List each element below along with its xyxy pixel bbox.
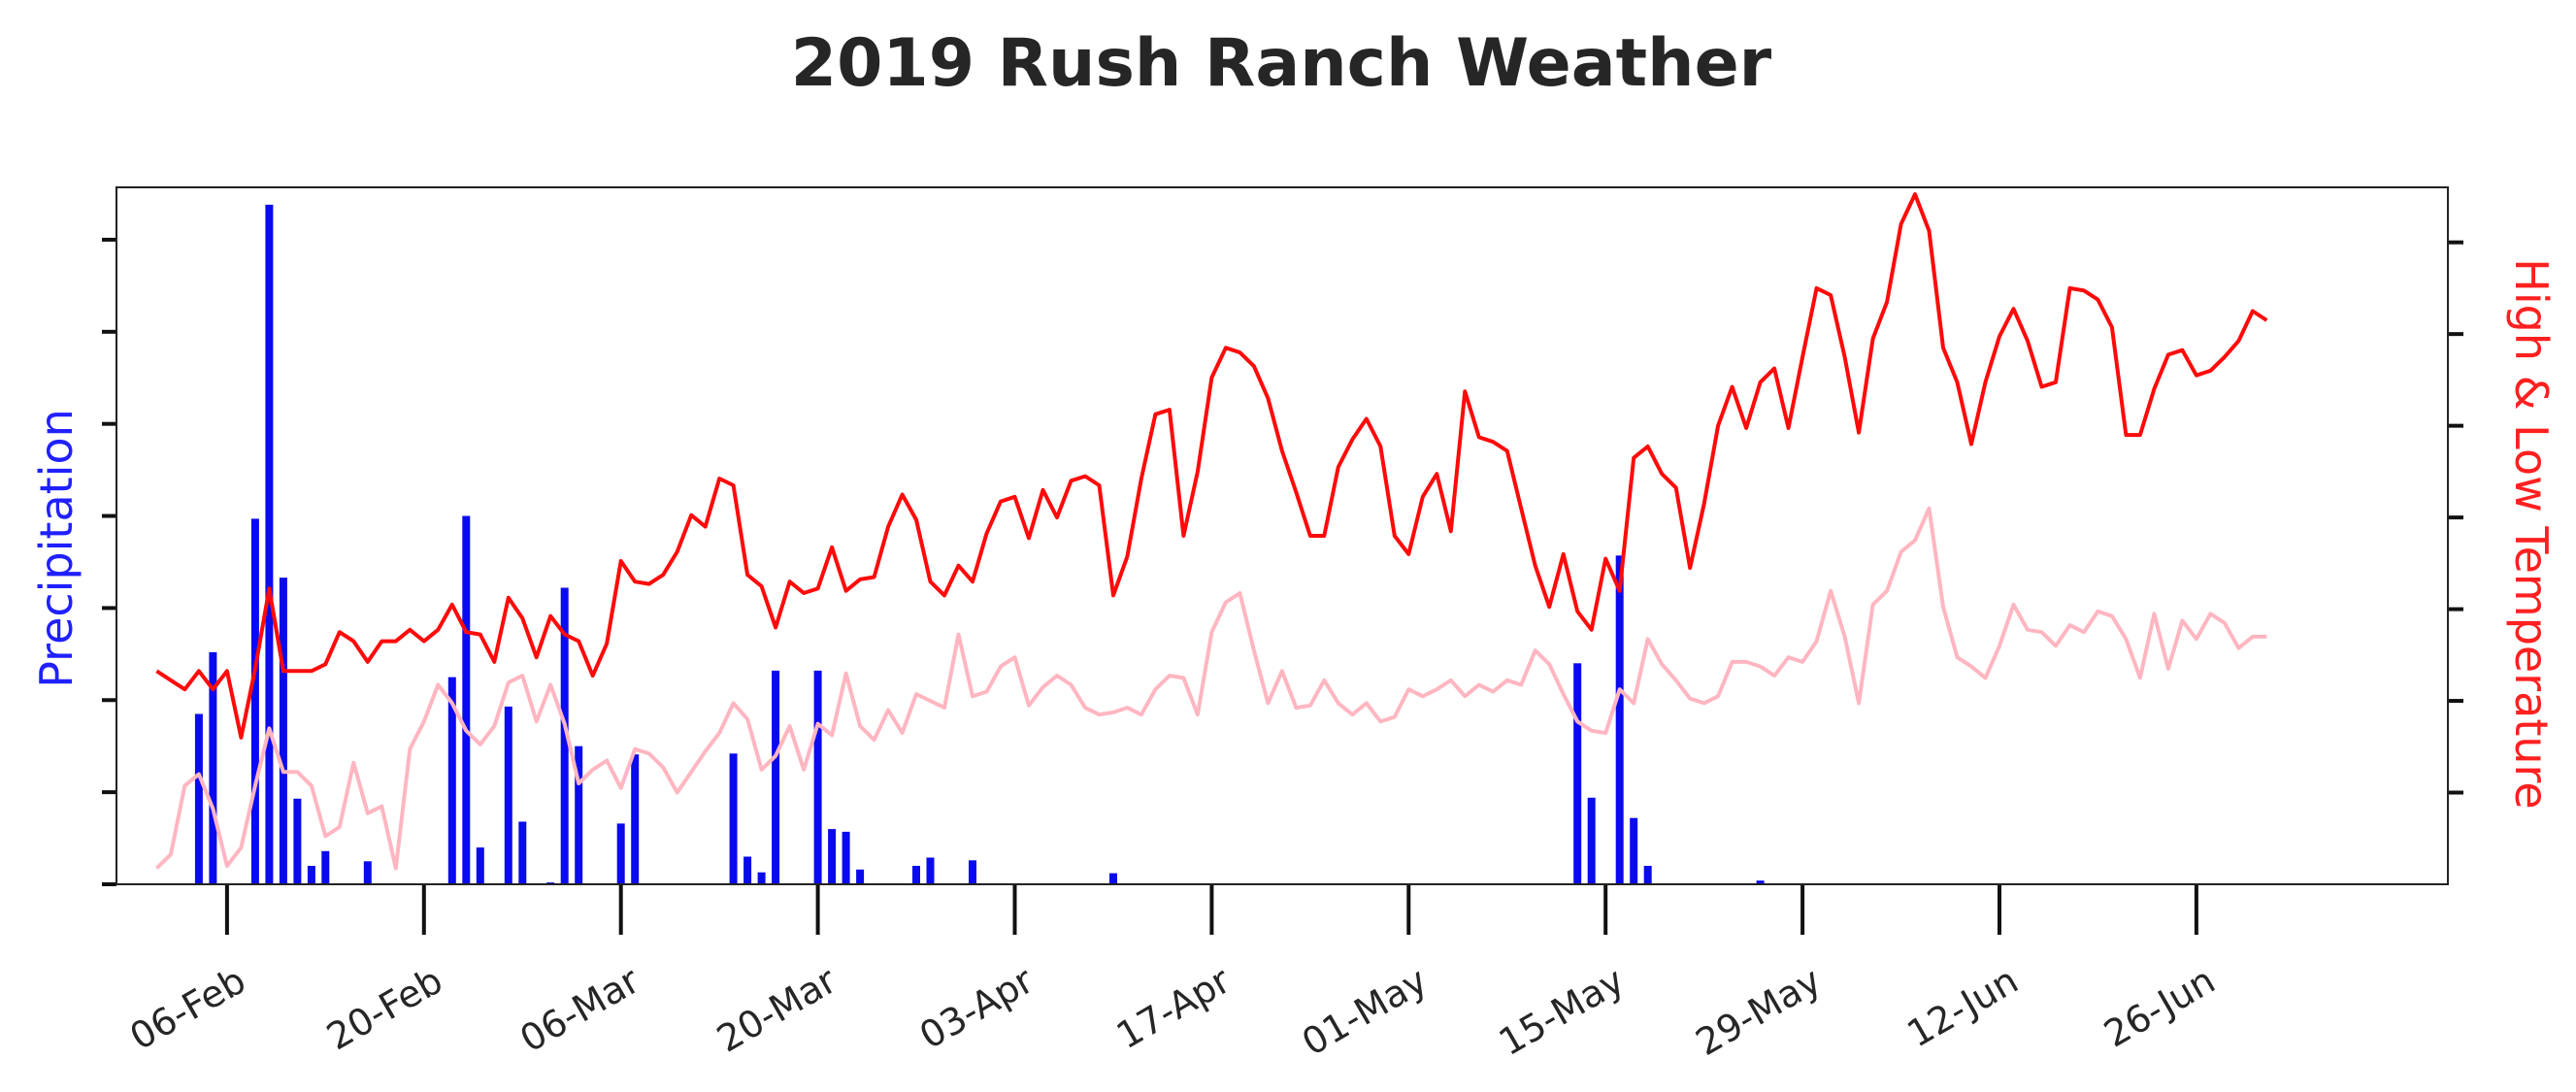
precipitation-bar xyxy=(1630,817,1638,884)
temperature-lines xyxy=(155,192,2268,871)
precipitation-bar xyxy=(842,831,850,884)
precipitation-bar xyxy=(828,829,837,884)
precipitation-bar xyxy=(1643,866,1652,884)
x-tick-label: 17-Apr xyxy=(1109,959,1238,1058)
precipitation-bar xyxy=(1587,797,1596,884)
x-tick-label: 20-Mar xyxy=(710,959,843,1061)
precipitation-bar xyxy=(279,578,287,884)
precipitation-bar xyxy=(209,651,217,884)
x-tick-label: 12-Jun xyxy=(1899,959,2025,1056)
precipitation-bar xyxy=(1756,880,1765,884)
y-axis-right-title: High & Low Temperature xyxy=(2505,258,2558,809)
precipitation-bar xyxy=(575,745,583,884)
y-axis-left-title: Precipitation xyxy=(30,409,83,688)
x-tick-label: 26-Jun xyxy=(2097,959,2222,1056)
precipitation-bar xyxy=(250,518,259,884)
precipitation-bar xyxy=(321,850,330,884)
precipitation-bar xyxy=(631,754,640,884)
precipitation-bar xyxy=(560,587,569,884)
x-tick-label: 20-Feb xyxy=(319,959,449,1059)
x-tick-label: 15-May xyxy=(1492,959,1632,1064)
precipitation-bar xyxy=(518,821,527,884)
precipitation-bar xyxy=(912,866,920,884)
low-temperature-line xyxy=(155,506,2267,871)
precipitation-bar xyxy=(265,204,274,884)
precipitation-bar xyxy=(926,857,935,884)
precipitation-bar xyxy=(447,677,456,884)
plot-frame xyxy=(116,186,2449,885)
precipitation-bars xyxy=(194,204,1765,884)
axis-ticks: 06-Feb 20-Feb 06-Mar 20-Mar 03-Apr 17-Apr 01-M… xyxy=(102,237,2463,1064)
precipitation-bar xyxy=(772,670,780,884)
x-tick-label: 29-May xyxy=(1689,959,1829,1064)
precipitation-bar xyxy=(194,713,203,884)
high-temperature-line xyxy=(155,192,2268,740)
precipitation-bar xyxy=(856,869,865,884)
precipitation-bar xyxy=(476,847,484,884)
precipitation-bar xyxy=(1109,873,1117,884)
precipitation-bar xyxy=(504,706,512,884)
precipitation-bar xyxy=(293,798,302,884)
chart-title: 2019 Rush Ranch Weather xyxy=(791,25,1772,102)
precipitation-bar xyxy=(743,856,752,884)
x-tick-label: 03-Apr xyxy=(912,959,1040,1058)
precipitation-bar xyxy=(616,823,625,884)
precipitation-bar xyxy=(1573,663,1582,884)
precipitation-bar xyxy=(363,861,372,884)
precipitation-bar xyxy=(307,866,315,884)
x-tick-label: 01-May xyxy=(1295,959,1435,1064)
x-tick-label: 06-Mar xyxy=(512,959,646,1061)
precipitation-bar xyxy=(729,753,738,884)
precipitation-bar xyxy=(969,860,976,884)
precipitation-bar xyxy=(813,670,822,884)
precipitation-bar xyxy=(462,515,471,884)
precipitation-bar xyxy=(757,872,766,884)
precipitation-bar xyxy=(1615,555,1624,884)
x-tick-label: 06-Feb xyxy=(122,959,252,1059)
